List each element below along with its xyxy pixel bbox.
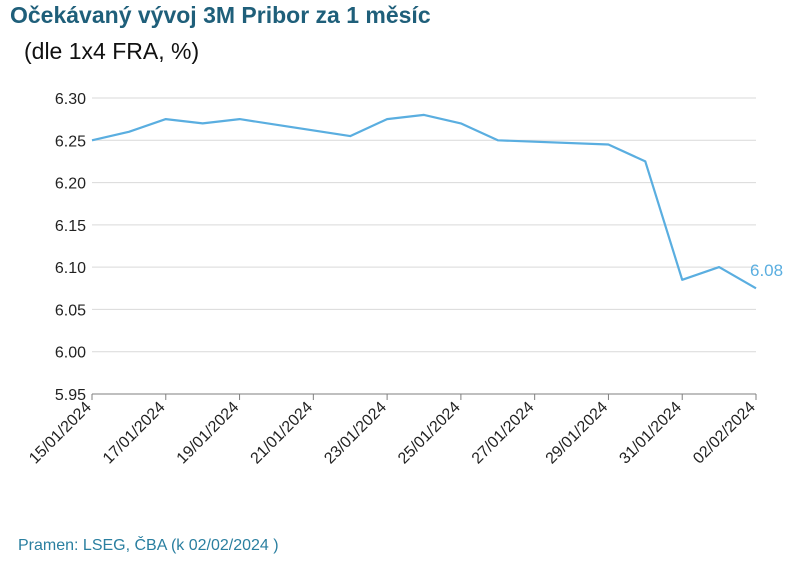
x-tick-label: 25/01/2024 xyxy=(395,399,464,468)
y-tick-label: 6.05 xyxy=(55,302,86,319)
y-axis-ticks: 6.30 6.25 6.20 6.15 6.10 6.05 6.00 5.95 xyxy=(55,91,86,404)
x-tick-label: 15/01/2024 xyxy=(26,399,95,468)
source-note: Pramen: LSEG, ČBA (k 02/02/2024 ) xyxy=(18,537,279,554)
y-tick-label: 5.95 xyxy=(55,387,86,404)
x-axis-ticks: 15/01/2024 17/01/2024 19/01/2024 21/01/2024… xyxy=(26,394,759,467)
data-labels: 6.08 xyxy=(750,261,783,280)
series-group xyxy=(91,113,757,290)
y-tick-label: 6.30 xyxy=(55,91,86,108)
y-tick-label: 6.25 xyxy=(55,133,86,150)
y-tick-label: 6.00 xyxy=(55,345,86,362)
x-tick-label: 02/02/2024 xyxy=(690,399,759,468)
series-line-0 xyxy=(91,113,757,290)
last-value-label: 6.08 xyxy=(750,261,783,280)
x-tick-label: 29/01/2024 xyxy=(543,399,612,468)
chart-title: Očekávaný vývoj 3M Pribor za 1 měsíc xyxy=(10,2,431,28)
y-tick-label: 6.20 xyxy=(55,176,86,193)
x-tick-label: 19/01/2024 xyxy=(174,399,243,468)
chart-subtitle: (dle 1x4 FRA, %) xyxy=(24,38,200,64)
y-tick-label: 6.15 xyxy=(55,218,86,235)
y-tick-label: 6.10 xyxy=(55,260,86,277)
x-tick-label: 23/01/2024 xyxy=(321,399,390,468)
line-chart: 6.30 6.25 6.20 6.15 6.10 6.05 6.00 5.95 15/01/2… xyxy=(26,91,783,467)
x-tick-label: 17/01/2024 xyxy=(100,399,169,468)
x-tick-label: 21/01/2024 xyxy=(248,399,317,468)
x-tick-label: 27/01/2024 xyxy=(469,399,538,468)
gridlines xyxy=(92,97,756,353)
x-tick-label: 31/01/2024 xyxy=(616,399,685,468)
